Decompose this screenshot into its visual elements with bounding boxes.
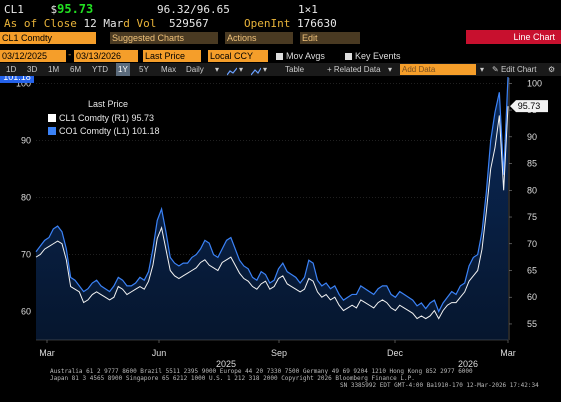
actions-menu[interactable]: Actions xyxy=(225,32,293,44)
as-of-label: As of Close xyxy=(4,17,77,30)
start-date-field[interactable]: 03/12/2025 xyxy=(0,50,66,62)
right-tick-label: 70 xyxy=(527,239,537,249)
x-tick-label: Dec xyxy=(387,348,404,358)
edit-chart-icon: ✎ xyxy=(492,65,501,74)
as-of-row: As of Close 12 Mard Vol 529567 xyxy=(4,17,209,30)
frequency-selector[interactable]: Daily xyxy=(186,65,204,74)
x-year-label: 2025 xyxy=(216,359,236,368)
period-1m[interactable]: 1M xyxy=(48,65,60,74)
period-button-row: 1D 3D 1M 6M YTD 1Y 5Y Max Daily ▾ ▾ ▾ Ta… xyxy=(0,63,561,76)
footer-contacts-line2: Japan 81 3 4565 8900 Singapore 65 6212 1… xyxy=(50,375,415,382)
key-events-checkbox[interactable]: Key Events xyxy=(345,51,401,61)
left-axis-ticks: 60 70 80 90 100 xyxy=(16,79,31,317)
related-data-dropdown-icon[interactable]: ▾ xyxy=(388,65,393,74)
bid-ask: 96.32/96.65 xyxy=(157,3,230,16)
period-max[interactable]: Max xyxy=(161,65,177,74)
legend-label-co1: CO1 Comdty (L1) 101.18 xyxy=(59,126,160,136)
period-6m[interactable]: 6M xyxy=(70,65,82,74)
legend-label-cl1: CL1 Comdty (R1) 95.73 xyxy=(59,113,155,123)
right-last-tag xyxy=(510,100,548,113)
left-last-tag xyxy=(0,76,34,83)
related-data-button[interactable]: + Related Data xyxy=(327,65,381,74)
volume-value: 529567 xyxy=(168,17,209,30)
left-last-tag-label: 101.18 xyxy=(3,76,31,82)
series-line-cl1 xyxy=(35,106,509,320)
right-tick-label: 80 xyxy=(527,185,537,195)
bid-ask-size: 1×1 xyxy=(298,3,318,16)
table-button[interactable]: Table xyxy=(285,65,305,74)
left-tick-label: 80 xyxy=(21,193,31,203)
line-chart-icon[interactable] xyxy=(227,65,237,78)
legend-row-co1[interactable]: CO1 Comdty (L1) 101.18 xyxy=(48,126,160,136)
period-1d[interactable]: 1D xyxy=(6,65,17,74)
settings-gear-icon[interactable]: ⚙ xyxy=(548,65,556,74)
period-1y[interactable]: 1Y xyxy=(116,63,130,76)
suggested-charts-menu[interactable]: Suggested Charts xyxy=(110,32,218,44)
open-interest-value: 176630 xyxy=(296,17,337,30)
ticker[interactable]: CL1 xyxy=(4,3,24,16)
right-tick-label: 90 xyxy=(527,132,537,142)
add-data-input[interactable]: Add Data xyxy=(400,64,476,75)
right-tick-label: 85 xyxy=(527,159,537,169)
last-price: 95.73 xyxy=(57,2,94,16)
currency-symbol: $ xyxy=(50,3,58,16)
right-tick-label: 65 xyxy=(527,265,537,275)
x-tick-label: Jun xyxy=(152,348,167,358)
x-tick-label: Sep xyxy=(271,348,287,358)
left-tick-label: 100 xyxy=(16,79,31,89)
end-date-field[interactable]: 03/13/2026 xyxy=(74,50,138,62)
open-interest: OpenInt 176630 xyxy=(244,17,337,30)
right-last-tag-label: 95.73 xyxy=(518,101,541,111)
drawing-tool-dropdown-icon[interactable]: ▾ xyxy=(263,65,268,74)
mov-avgs-label: Mov Avgs xyxy=(286,51,325,61)
legend-row-cl1[interactable]: CL1 Comdty (R1) 95.73 xyxy=(48,113,154,123)
field-selector[interactable]: Last Price xyxy=(143,50,201,62)
legend-swatch-co1 xyxy=(48,127,56,135)
mov-avgs-checkbox[interactable]: Mov Avgs xyxy=(276,51,325,61)
right-tick-label: 100 xyxy=(527,78,542,88)
chart-type-dropdown-icon[interactable]: ▾ xyxy=(239,65,244,74)
right-axis-ticks: 556065707580859095100 xyxy=(508,78,542,340)
series-line-co1 xyxy=(35,76,509,314)
edit-chart-label: Edit Chart xyxy=(500,65,537,74)
volume-label: d Vol xyxy=(123,17,157,30)
year-axis-labels: 2025 2026 xyxy=(216,359,478,368)
right-tick-label: 55 xyxy=(527,319,537,329)
left-tick-label: 90 xyxy=(21,136,31,146)
period-ytd[interactable]: YTD xyxy=(92,65,108,74)
left-tick-label: 70 xyxy=(21,250,31,260)
x-tick-label: Mar xyxy=(500,348,516,358)
add-data-dropdown-icon[interactable]: ▾ xyxy=(480,65,485,74)
open-interest-label: OpenInt xyxy=(244,17,291,30)
period-5y[interactable]: 5Y xyxy=(139,65,149,74)
x-tick-label: Mar xyxy=(39,348,55,358)
right-tick-label: 60 xyxy=(527,292,537,302)
legend-swatch-cl1 xyxy=(48,114,56,122)
date-range-separator: - xyxy=(67,50,73,60)
right-tick-label: 75 xyxy=(527,212,537,222)
co1-area-fill xyxy=(36,76,508,340)
x-axis-ticks: Mar Jun Sep Dec Mar xyxy=(36,339,516,358)
frequency-dropdown-icon[interactable]: ▾ xyxy=(215,65,220,74)
drawing-tool-icon[interactable] xyxy=(251,65,261,78)
last-value-tags: 101.18 95.73 xyxy=(0,76,548,113)
mov-avgs-checkbox-box[interactable] xyxy=(276,53,283,60)
line-chart-tab[interactable]: Line Chart xyxy=(466,30,561,44)
legend-header: Last Price xyxy=(88,99,129,109)
x-year-label: 2026 xyxy=(458,359,478,368)
key-events-checkbox-box[interactable] xyxy=(345,53,352,60)
edit-chart-button[interactable]: ✎ Edit Chart xyxy=(492,63,537,76)
period-3d[interactable]: 3D xyxy=(27,65,38,74)
currency-selector[interactable]: Local CCY xyxy=(208,50,268,62)
edit-menu[interactable]: Edit xyxy=(300,32,360,44)
chart-legend[interactable]: Last Price CL1 Comdty (R1) 95.73 CO1 Com… xyxy=(44,98,174,138)
footer-session-line: SN 3385992 EDT GMT-4:00 Ba1910-170 12-Ma… xyxy=(340,382,539,389)
security-field[interactable]: CL1 Comdty xyxy=(0,32,96,44)
key-events-label: Key Events xyxy=(355,51,401,61)
quote-row: CL1 $95.73 xyxy=(4,2,94,17)
as-of-date: 12 Mar xyxy=(83,17,124,30)
footer-contacts-line1: Australia 61 2 9777 8600 Brazil 5511 239… xyxy=(50,368,473,375)
left-tick-label: 60 xyxy=(21,307,31,317)
